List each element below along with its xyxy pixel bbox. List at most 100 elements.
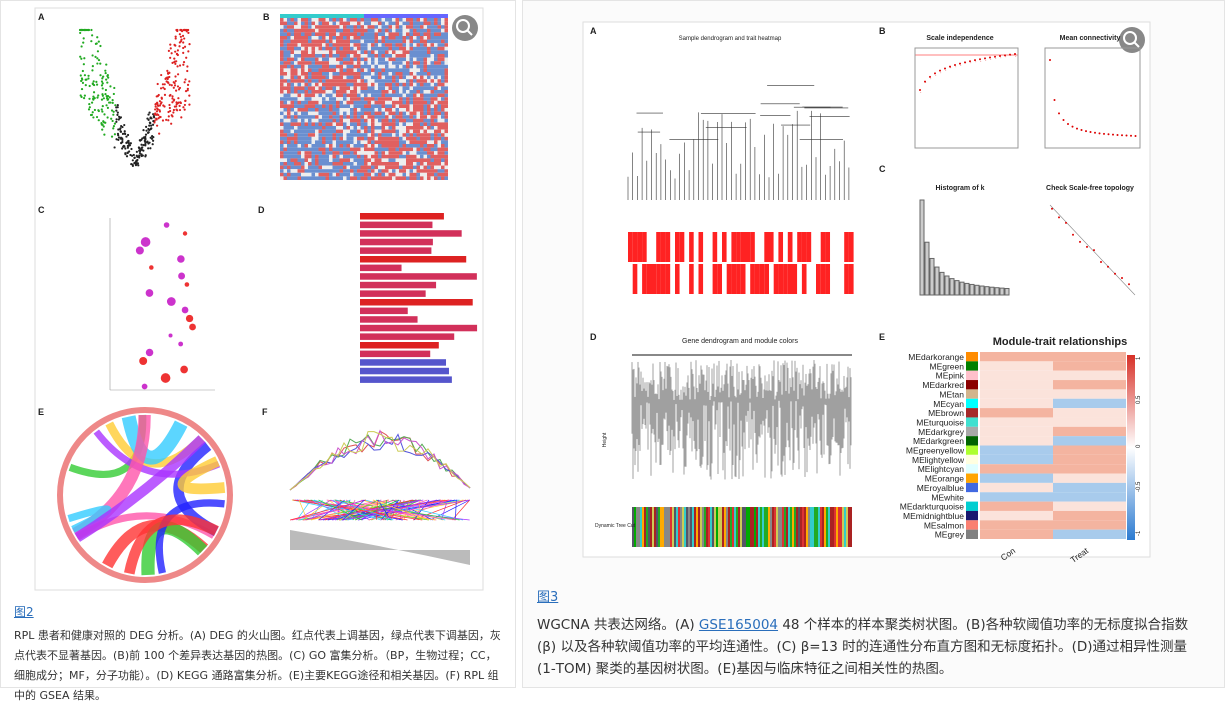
shape [371,176,375,180]
shape [371,165,375,170]
shape [378,118,382,123]
shape [332,54,336,58]
shape [416,147,420,152]
shape [287,21,291,26]
shape [315,97,319,101]
line [293,499,423,521]
shape [744,507,746,547]
shape [343,28,347,33]
shape [420,50,424,54]
label: C [879,164,886,174]
shape [294,176,298,180]
shape [290,115,294,119]
shape [434,21,438,26]
shape [430,68,434,72]
shape [434,108,438,112]
dot [102,97,105,100]
shape [430,43,434,47]
shape [364,162,368,166]
shape [949,278,955,296]
shape [409,28,413,33]
zoom-icon[interactable] [452,15,478,41]
dot [139,357,148,365]
shape [332,79,336,83]
dot [175,103,178,106]
dot [80,77,84,80]
figure-link[interactable]: 图2 [14,605,34,619]
decoration: ···· · · · · · · · · · · · · · · · · [57,14,1141,583]
shape [392,154,396,159]
shape [294,154,298,159]
shape [360,307,408,315]
shape [420,154,424,159]
shape [413,126,417,130]
shape [395,111,399,116]
shape [364,100,368,105]
dot [125,135,128,138]
shape [364,64,368,69]
shape [374,36,378,40]
shape [360,97,364,101]
dot [113,86,116,90]
shape [392,46,396,51]
shape [350,39,354,44]
shape [730,507,732,547]
shape [297,108,301,112]
shape [287,32,291,36]
dot [133,161,137,164]
shape [339,36,343,40]
shape [374,90,378,94]
shape [350,140,354,144]
shape [360,172,364,177]
shape [402,151,406,155]
shape [437,25,441,29]
shape [392,133,396,137]
label: MEroyalblue [917,483,965,493]
shape [287,54,291,58]
shape [297,54,301,58]
dot [145,129,148,132]
shape [283,75,287,80]
figure-caption: RPL 患者和健康对照的 DEG 分析。(A) DEG 的火山图。红点代表上调基… [14,629,501,702]
shape [420,147,424,152]
shape [315,93,319,98]
shape [301,140,305,144]
shape [374,32,378,36]
shape [413,162,417,166]
shape [395,75,399,80]
dot [121,132,125,135]
shape [339,108,343,112]
shape [427,57,431,62]
shape [339,118,343,123]
shape [811,232,816,262]
dot [116,104,119,107]
shape [294,39,298,44]
shape [399,129,403,134]
figure-link[interactable]: 图3 [537,590,559,605]
shape [402,133,406,137]
shape [336,140,340,144]
shape [336,21,340,26]
dot [79,31,82,35]
shape [325,165,329,170]
shape [280,115,284,119]
shape [350,129,354,134]
shape [413,147,417,152]
zoom-icon[interactable] [1119,27,1145,53]
shape [406,133,410,137]
shape [395,61,399,65]
shape [441,122,445,126]
shape [301,151,305,155]
dot [184,282,190,287]
shape [332,61,336,65]
shape [336,144,340,148]
shape [301,25,305,29]
shape [385,115,389,119]
shape [658,507,660,547]
shape [287,72,291,76]
shape [444,82,448,87]
shape [332,64,336,69]
shape [406,64,410,69]
accession-link[interactable]: GSE165004 [698,617,779,633]
shape [388,18,392,22]
